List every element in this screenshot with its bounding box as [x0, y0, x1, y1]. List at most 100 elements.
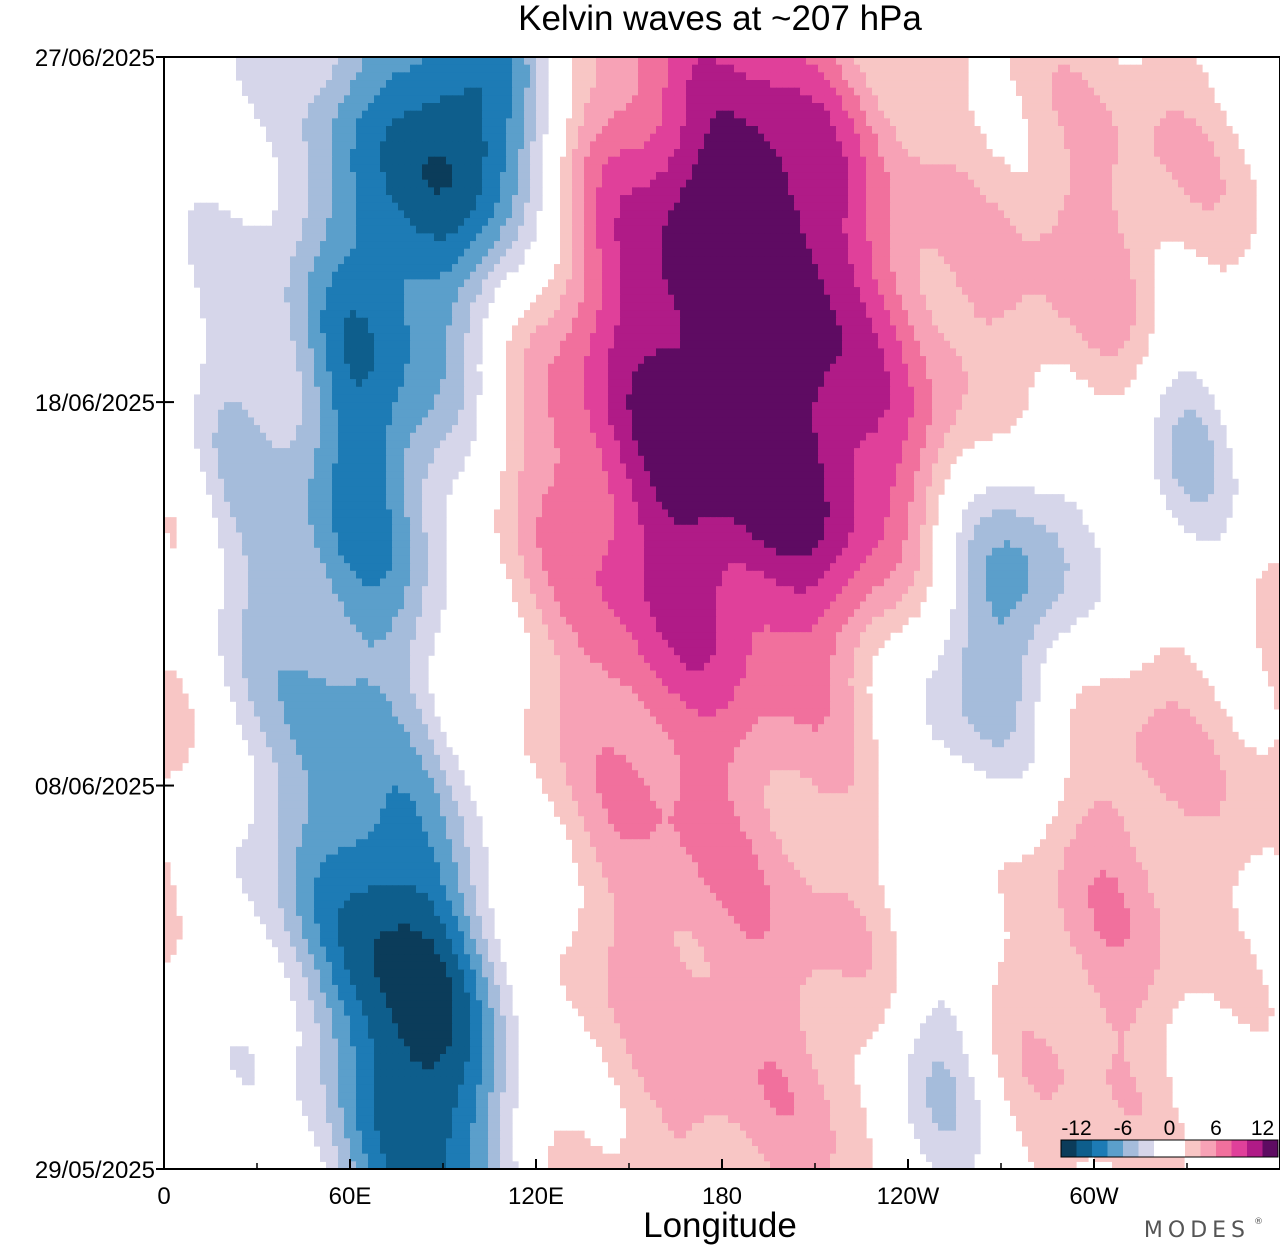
field-cell: [620, 95, 627, 103]
field-cell: [1190, 95, 1197, 103]
field-cell: [716, 218, 723, 226]
field-cell: [650, 65, 657, 73]
field-cell: [398, 226, 405, 234]
field-cell: [416, 157, 423, 165]
field-cell: [782, 57, 789, 65]
field-cell: [512, 88, 519, 96]
field-cell: [578, 287, 585, 295]
field-cell: [470, 226, 477, 234]
field-cell: [860, 111, 867, 119]
field-cell: [386, 80, 393, 88]
field-cell: [650, 210, 657, 218]
field-cell: [536, 111, 543, 119]
field-cell: [830, 226, 837, 234]
field-cell: [1052, 80, 1059, 88]
field-cell: [716, 95, 723, 103]
field-cell: [1226, 226, 1233, 234]
field-cell: [752, 226, 759, 234]
field-cell: [296, 187, 303, 195]
field-cell: [794, 226, 801, 234]
field-cell: [1142, 103, 1149, 111]
field-cell: [932, 172, 939, 180]
field-cell: [788, 126, 795, 134]
field-cell: [662, 126, 669, 134]
field-cell: [878, 180, 885, 188]
field-cell: [530, 88, 537, 96]
field-cell: [380, 233, 387, 241]
field-cell: [290, 226, 297, 234]
field-cell: [416, 218, 423, 226]
field-cell: [578, 72, 585, 80]
field-cell: [1040, 141, 1047, 149]
field-cell: [614, 272, 621, 280]
field-cell: [848, 203, 855, 211]
field-cell: [1184, 157, 1191, 165]
field-cell: [896, 118, 903, 126]
field-cell: [248, 256, 255, 264]
field-cell: [368, 210, 375, 218]
field-cell: [572, 103, 579, 111]
field-cell: [332, 149, 339, 157]
field-cell: [644, 295, 651, 303]
field-cell: [572, 187, 579, 195]
field-cell: [344, 95, 351, 103]
field-cell: [536, 72, 543, 80]
field-cell: [1136, 187, 1143, 195]
field-cell: [1094, 172, 1101, 180]
field-cell: [1040, 249, 1047, 257]
field-cell: [1052, 134, 1059, 142]
field-cell: [986, 233, 993, 241]
field-cell: [512, 226, 519, 234]
field-cell: [476, 80, 483, 88]
field-cell: [434, 264, 441, 272]
field-cell: [626, 95, 633, 103]
field-cell: [572, 141, 579, 149]
field-cell: [1070, 80, 1077, 88]
field-cell: [392, 264, 399, 272]
field-cell: [1064, 279, 1071, 287]
field-cell: [1166, 164, 1173, 172]
field-cell: [200, 233, 207, 241]
field-cell: [296, 103, 303, 111]
field-cell: [392, 65, 399, 73]
field-cell: [944, 72, 951, 80]
field-cell: [956, 226, 963, 234]
field-cell: [350, 264, 357, 272]
field-cell: [1070, 103, 1077, 111]
field-cell: [680, 95, 687, 103]
field-cell: [1064, 72, 1071, 80]
field-cell: [260, 279, 267, 287]
field-cell: [1184, 226, 1191, 234]
field-cell: [1082, 164, 1089, 172]
field-cell: [722, 210, 729, 218]
field-cell: [380, 72, 387, 80]
field-cell: [302, 187, 309, 195]
field-cell: [1088, 272, 1095, 280]
field-cell: [848, 264, 855, 272]
field-cell: [386, 141, 393, 149]
field-cell: [956, 103, 963, 111]
field-cell: [326, 88, 333, 96]
field-cell: [662, 218, 669, 226]
field-cell: [818, 272, 825, 280]
field-cell: [842, 264, 849, 272]
field-cell: [866, 57, 873, 65]
field-cell: [488, 180, 495, 188]
field-cell: [350, 111, 357, 119]
field-cell: [1208, 233, 1215, 241]
field-cell: [1148, 157, 1155, 165]
field-cell: [368, 95, 375, 103]
field-cell: [1094, 218, 1101, 226]
field-cell: [398, 118, 405, 126]
field-cell: [932, 295, 939, 303]
field-cell: [896, 80, 903, 88]
field-cell: [1052, 203, 1059, 211]
field-cell: [506, 187, 513, 195]
field-cell: [464, 210, 471, 218]
field-cell: [812, 88, 819, 96]
field-cell: [932, 134, 939, 142]
field-cell: [674, 241, 681, 249]
field-cell: [560, 272, 567, 280]
field-cell: [1064, 164, 1071, 172]
field-cell: [1040, 118, 1047, 126]
